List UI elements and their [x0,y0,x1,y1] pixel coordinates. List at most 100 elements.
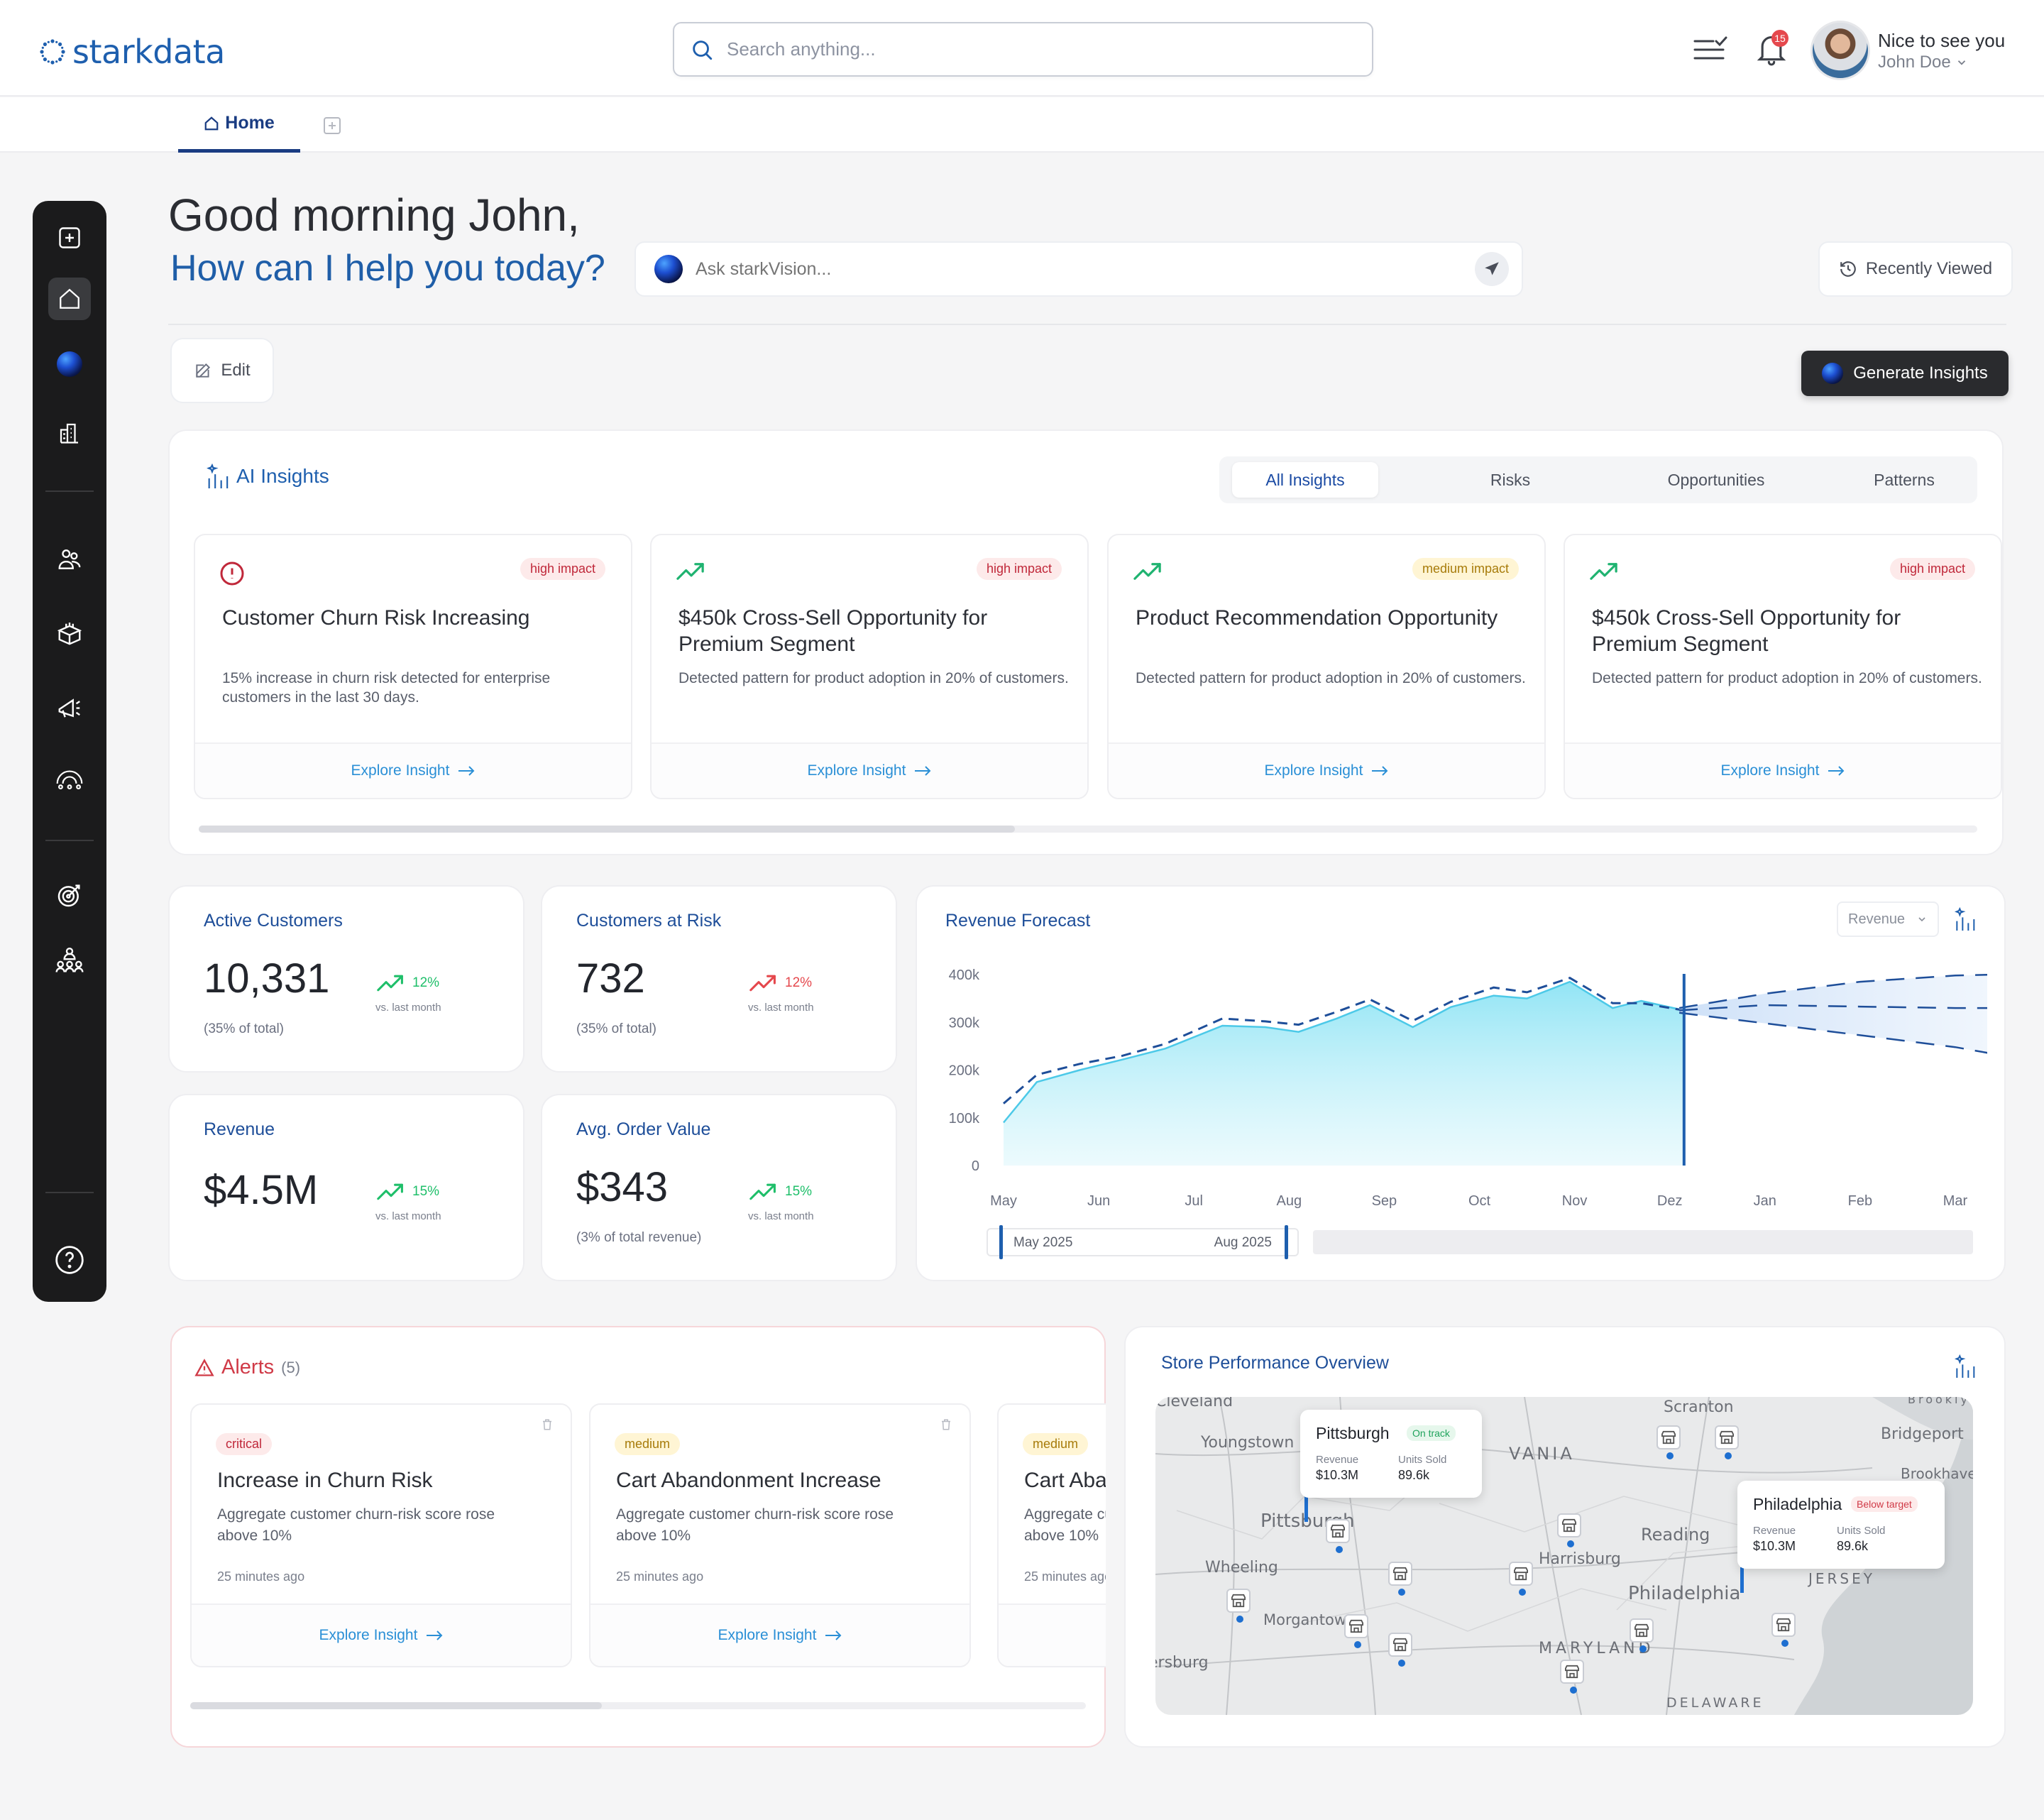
tab-patterns[interactable]: Patterns [1874,470,1935,489]
tooltip-revenue-value: $10.3M [1753,1539,1796,1553]
store-marker[interactable] [1630,1618,1654,1652]
sparkle-chart-icon[interactable] [1953,1353,1976,1380]
metric-dropdown[interactable]: Revenue [1837,901,1939,937]
sparkle-chart-icon[interactable] [1953,906,1976,933]
starkvision-orb-icon [654,255,683,283]
ask-starkvision-box[interactable] [634,241,1523,297]
philadelphia-pin [1740,1567,1744,1593]
sidebar-item-sentiment[interactable] [48,757,91,799]
date-range-slider[interactable]: May 2025 Aug 2025 [987,1228,1299,1256]
store-marker[interactable] [1560,1660,1584,1694]
explore-insight-link[interactable]: Explore Insight [1565,742,2001,798]
store-marker[interactable] [1656,1425,1681,1459]
forecast-confidence-band [1679,975,1987,1053]
kpi-card[interactable]: Active Customers 10,331 (35% of total) 12% v… [168,885,524,1073]
kpi-card[interactable]: Revenue $4.5M 15% vs. last month [168,1094,524,1281]
recently-viewed-button[interactable]: Recently Viewed [1818,241,2013,297]
trash-icon[interactable] [541,1418,554,1432]
notification-count-badge: 15 [1771,30,1788,47]
alert-circle-icon [219,561,245,590]
insights-scrollbar[interactable] [199,826,1977,833]
trend-up-icon [749,975,776,992]
sidebar-item-campaigns[interactable] [48,686,91,728]
insight-card[interactable]: high impact $450k Cross-Sell Opportunity … [1564,534,2002,799]
sidebar-item-reports[interactable] [48,412,91,454]
edit-icon [196,363,211,378]
explore-insight-link[interactable]: Explore Insight [590,1604,969,1666]
alert-time: 25 minutes ago [616,1569,704,1584]
alert-title: Increase in Churn Risk [217,1469,433,1492]
tab-home[interactable]: Home [178,97,300,153]
brand-logo[interactable]: starkdata [40,33,225,71]
range-end-handle[interactable] [1285,1225,1288,1259]
building-chart-icon [60,423,78,444]
alert-card[interactable]: medium Cart Abandonment Increase Aggregate… [997,1403,1106,1667]
explore-insight-link[interactable]: Explore Insight [999,1604,1106,1666]
trash-icon[interactable] [940,1418,952,1432]
explore-insight-link[interactable]: Explore Insight [1109,742,1544,798]
store-marker[interactable] [1344,1614,1368,1648]
global-search[interactable] [673,22,1373,77]
alerts-scrollbar[interactable] [190,1702,1086,1709]
store-marker[interactable] [1509,1562,1533,1596]
user-menu[interactable]: John Doe [1878,53,1968,72]
insight-card[interactable]: high impact $450k Cross-Sell Opportunity … [650,534,1089,799]
plus-square-icon [59,227,80,248]
insight-card[interactable]: medium impact Product Recommendation Oppo… [1107,534,1546,799]
chart-x-axis: May Jun Jul Aug Sep Oct Nov Dez Jan Feb Mar [990,1193,1967,1209]
greeting-heading: Good morning John, [168,190,580,241]
new-tab-icon[interactable] [323,116,341,135]
alert-card[interactable]: critical Increase in Churn Risk Aggregate … [190,1403,572,1667]
store-marker[interactable] [1715,1425,1739,1459]
range-track[interactable] [1313,1230,1973,1254]
explore-insight-link[interactable]: Explore Insight [652,742,1087,798]
alert-card[interactable]: medium Cart Abandonment Increase Aggregate… [589,1403,971,1667]
store-marker[interactable] [1388,1633,1412,1667]
users-icon [58,549,81,569]
kpi-comparison: vs. last month [748,1210,814,1222]
task-list-icon[interactable] [1693,35,1727,64]
store-marker[interactable] [1771,1613,1796,1647]
sidebar-item-products[interactable] [48,613,91,655]
store-icon [1562,1518,1576,1533]
tab-opportunities[interactable]: Opportunities [1667,470,1765,489]
kpi-card[interactable]: Avg. Order Value $343 (3% of total revenue… [541,1094,897,1281]
search-input[interactable] [727,38,1372,60]
ask-starkvision-input[interactable] [696,258,1462,280]
sidebar-item-team[interactable] [48,939,91,982]
store-map[interactable]: Cleveland Youngstown Scranton Bridgeport… [1155,1397,1973,1715]
alerts-scrollbar-thumb[interactable] [190,1702,602,1709]
sidebar-item-starkvision[interactable] [48,343,91,385]
explore-insight-link[interactable]: Explore Insight [192,1604,571,1666]
explore-insight-label: Explore Insight [718,1627,817,1643]
sidebar-item-home[interactable] [48,278,91,320]
send-icon [1485,262,1499,275]
range-start-handle[interactable] [999,1225,1003,1259]
trend-up-icon [1589,561,1620,586]
sidebar-item-help[interactable] [48,1239,91,1281]
store-marker[interactable] [1557,1513,1581,1547]
x-tick-label: Jan [1754,1193,1776,1209]
generate-insights-button[interactable]: Generate Insights [1801,351,2009,396]
user-avatar[interactable] [1811,21,1870,80]
store-marker[interactable] [1226,1589,1251,1623]
pittsburgh-tooltip[interactable]: Pittsburgh On track Revenue $10.3M Units… [1300,1410,1482,1498]
sidebar-item-new[interactable] [48,216,91,259]
severity-badge: medium [1023,1433,1089,1455]
tab-all-insights[interactable]: All Insights [1232,462,1378,498]
explore-insight-link[interactable]: Explore Insight [195,742,631,798]
sidebar-item-goals[interactable] [48,874,91,916]
insights-scrollbar-thumb[interactable] [199,826,1015,833]
store-marker[interactable] [1326,1519,1350,1553]
philadelphia-tooltip[interactable]: Philadelphia Below target Revenue $10.3M… [1737,1481,1945,1569]
insight-card[interactable]: high impact Customer Churn Risk Increasin… [194,534,632,799]
tab-risks[interactable]: Risks [1490,470,1531,489]
edit-button[interactable]: Edit [170,338,274,403]
notifications-button[interactable]: 15 [1756,30,1790,68]
send-button[interactable] [1475,252,1509,286]
kpi-card[interactable]: Customers at Risk 732 (35% of total) 12% vs.… [541,885,897,1073]
sidebar-item-customers[interactable] [48,538,91,581]
store-marker[interactable] [1388,1562,1412,1596]
tooltip-units-value: 89.6k [1837,1539,1869,1553]
explore-insight-label: Explore Insight [351,762,450,779]
